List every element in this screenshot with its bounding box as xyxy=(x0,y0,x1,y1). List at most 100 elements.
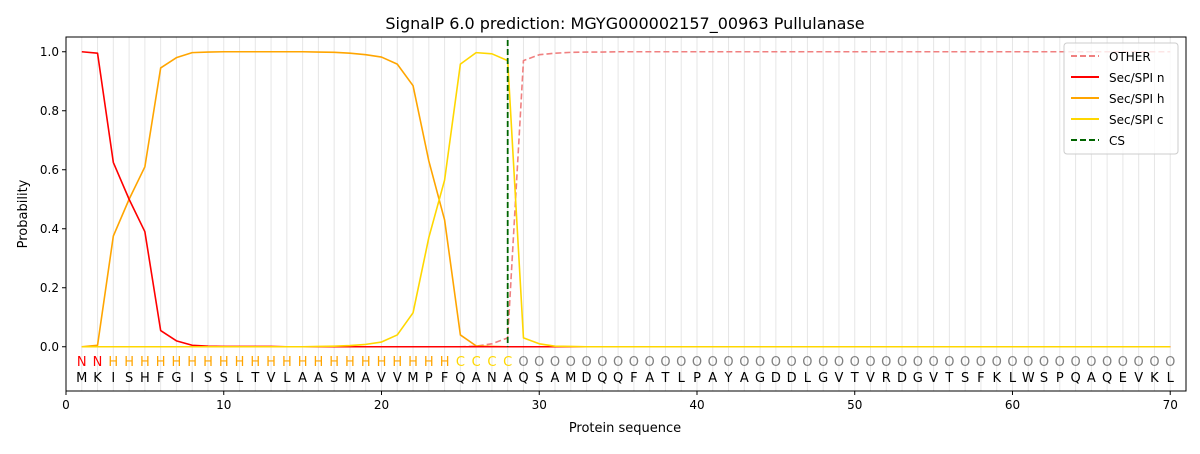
region-label: H xyxy=(298,355,308,370)
series-line-other xyxy=(81,50,1171,348)
residue-label: M xyxy=(565,371,576,386)
series-line-sec-spi-h xyxy=(81,50,1171,348)
residue-label: M xyxy=(76,371,87,386)
region-label: O xyxy=(944,355,954,370)
residue-label: T xyxy=(660,371,669,386)
residue-label: V xyxy=(393,371,402,386)
x-tick-label: 40 xyxy=(689,398,704,412)
region-label: N xyxy=(77,355,87,370)
region-label: O xyxy=(534,355,544,370)
region-label: H xyxy=(424,355,434,370)
plot-layer xyxy=(81,39,1171,348)
residue-label: V xyxy=(1134,371,1143,386)
region-label: O xyxy=(834,355,844,370)
residue-label: K xyxy=(1150,371,1159,386)
region-label: H xyxy=(361,355,371,370)
region-label: O xyxy=(1039,355,1049,370)
legend-label: Sec/SPI h xyxy=(1109,92,1164,106)
residue-label: A xyxy=(708,371,717,386)
region-label: O xyxy=(550,355,560,370)
region-label: O xyxy=(755,355,765,370)
region-label: O xyxy=(739,355,749,370)
region-label: O xyxy=(818,355,828,370)
x-tick-label: 60 xyxy=(1005,398,1020,412)
region-label: O xyxy=(1102,355,1112,370)
region-label: H xyxy=(250,355,260,370)
region-label: O xyxy=(613,355,623,370)
x-tick-label: 50 xyxy=(847,398,862,412)
region-label: H xyxy=(187,355,197,370)
region-label: O xyxy=(660,355,670,370)
legend-label: Sec/SPI n xyxy=(1109,71,1164,85)
x-axis-label: Protein sequence xyxy=(569,421,681,436)
legend-label: OTHER xyxy=(1109,50,1151,64)
region-label: O xyxy=(518,355,528,370)
region-label: H xyxy=(314,355,324,370)
region-label: O xyxy=(787,355,797,370)
residue-label: L xyxy=(1009,371,1017,386)
region-label: O xyxy=(645,355,655,370)
region-label: H xyxy=(140,355,150,370)
legend-box xyxy=(1063,42,1179,155)
region-label: C xyxy=(456,355,465,370)
region-label: C xyxy=(503,355,512,370)
region-label: O xyxy=(928,355,938,370)
chart-title: SignalP 6.0 prediction: MGYG000002157_00… xyxy=(385,14,864,34)
residue-label: Q xyxy=(1070,371,1080,386)
region-label: H xyxy=(203,355,213,370)
residue-label: K xyxy=(93,371,102,386)
region-label: C xyxy=(487,355,496,370)
residue-label: Q xyxy=(597,371,607,386)
region-label: O xyxy=(802,355,812,370)
y-axis-label: Probability xyxy=(16,179,31,248)
region-label: H xyxy=(266,355,276,370)
region-label: O xyxy=(1118,355,1128,370)
region-label: H xyxy=(156,355,166,370)
residue-label: P xyxy=(1056,371,1064,386)
region-label: O xyxy=(1023,355,1033,370)
residue-label: F xyxy=(157,371,164,386)
x-tick-label: 20 xyxy=(374,398,389,412)
region-label: H xyxy=(345,355,355,370)
residue-label: F xyxy=(977,371,984,386)
residue-label: A xyxy=(472,371,481,386)
y-tick-label: 0.8 xyxy=(40,104,59,118)
residue-label: D xyxy=(771,371,781,386)
region-label: O xyxy=(771,355,781,370)
residue-label: M xyxy=(407,371,418,386)
legend-label: CS xyxy=(1109,134,1125,148)
y-tick-label: 0.2 xyxy=(40,281,59,295)
residue-label: H xyxy=(140,371,150,386)
residue-label: A xyxy=(740,371,749,386)
residue-label: S xyxy=(220,371,228,386)
residue-label: S xyxy=(535,371,543,386)
residue-label: T xyxy=(250,371,259,386)
y-tick-label: 1.0 xyxy=(40,45,59,59)
region-label: O xyxy=(566,355,576,370)
region-label: O xyxy=(865,355,875,370)
residue-label: Q xyxy=(518,371,528,386)
region-label: O xyxy=(881,355,891,370)
region-label: O xyxy=(597,355,607,370)
region-label: O xyxy=(850,355,860,370)
residue-label: A xyxy=(645,371,654,386)
region-label: H xyxy=(219,355,229,370)
residue-label: D xyxy=(582,371,592,386)
residue-label: L xyxy=(678,371,686,386)
residue-label: L xyxy=(804,371,812,386)
residue-label: I xyxy=(190,371,194,386)
region-label: O xyxy=(897,355,907,370)
residue-label: S xyxy=(125,371,133,386)
residue-label: Y xyxy=(724,371,733,386)
residue-label: D xyxy=(897,371,907,386)
residue-label: S xyxy=(330,371,338,386)
residue-label: T xyxy=(850,371,859,386)
x-tick-label: 30 xyxy=(532,398,547,412)
region-label: O xyxy=(976,355,986,370)
residue-label: E xyxy=(1119,371,1127,386)
residue-label: A xyxy=(361,371,370,386)
region-label: O xyxy=(1086,355,1096,370)
residue-label: N xyxy=(487,371,497,386)
residue-label: S xyxy=(961,371,969,386)
